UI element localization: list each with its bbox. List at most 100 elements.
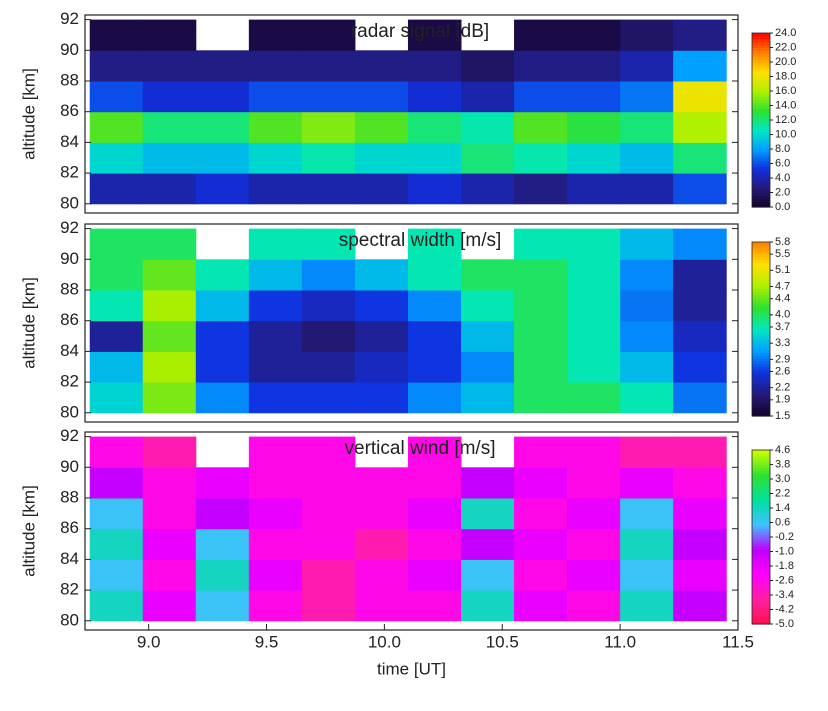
colorbar-step	[752, 146, 770, 150]
colorbar-step	[752, 592, 770, 596]
heat-cell	[89, 81, 144, 113]
colorbar-step	[752, 38, 770, 43]
heat-cell	[407, 19, 462, 51]
colorbar-step	[752, 331, 770, 336]
heat-cell	[673, 320, 727, 352]
heat-cell	[248, 290, 303, 322]
colorbar-step	[752, 117, 770, 121]
colorbar-step	[752, 516, 770, 521]
colorbar-step	[752, 493, 770, 497]
colorbar-step	[752, 326, 770, 330]
heat-cell	[673, 590, 727, 622]
heat-cell	[89, 436, 144, 468]
colorbar-label: 4.0	[775, 172, 790, 184]
heat-cell	[567, 436, 621, 468]
y-tick-label: 80	[60, 193, 79, 212]
colorbar-label: 20.0	[775, 56, 796, 68]
colorbar-step	[752, 56, 770, 60]
heat-cell	[89, 351, 144, 383]
heat-cell	[620, 259, 674, 291]
colorbar-step	[752, 571, 770, 576]
colorbar-label: 4.4	[775, 293, 790, 305]
colorbar-step	[752, 490, 770, 495]
heat-cell	[301, 19, 356, 51]
heat-cell	[567, 528, 621, 560]
x-tick-label: 9.0	[137, 632, 161, 651]
heat-cell	[301, 498, 356, 530]
colorbar-step	[752, 329, 770, 333]
colorbar: 24.0 22.0 20.0 18.0 16.0 14.0 12.0 10.0 8.0 6.0 4.…	[751, 27, 796, 213]
colorbar-step	[752, 35, 770, 40]
heat-cell	[301, 436, 356, 468]
colorbar-step	[752, 401, 770, 405]
colorbar-step	[752, 568, 770, 573]
colorbar-step	[752, 108, 770, 112]
colorbar-step	[752, 183, 770, 188]
y-tick-label: 82	[60, 163, 79, 182]
colorbar-step	[752, 256, 770, 260]
heat-cell	[514, 50, 568, 82]
colorbar-step	[752, 505, 770, 509]
colorbar-label: -4.2	[775, 603, 794, 615]
colorbar-step	[752, 531, 770, 535]
colorbar-step	[752, 404, 770, 408]
y-tick-label: 82	[60, 580, 79, 599]
heat-cell	[248, 50, 303, 82]
heat-cell	[620, 142, 674, 174]
colorbar-step	[752, 271, 770, 275]
colorbar-step	[752, 288, 770, 292]
colorbar-step	[752, 192, 770, 196]
heat-cell	[461, 528, 515, 560]
heat-cell	[514, 436, 568, 468]
heat-cell	[195, 528, 250, 560]
colorbar-step	[752, 305, 770, 310]
colorbar-label: 1.4	[775, 502, 790, 514]
heat-cell	[142, 142, 197, 174]
heat-cell	[567, 50, 621, 82]
colorbar-step	[752, 198, 770, 202]
colorbar-step	[752, 53, 770, 57]
colorbar-step	[752, 340, 770, 345]
heat-cell	[142, 528, 197, 560]
y-tick-label: 90	[60, 249, 79, 268]
colorbar-label: 3.3	[775, 337, 790, 349]
colorbar-step	[752, 180, 770, 185]
colorbar-step	[752, 62, 770, 66]
heat-cell	[301, 228, 356, 260]
heat-cell	[301, 142, 356, 174]
colorbar-step	[752, 580, 770, 584]
colorbar-step	[752, 137, 770, 141]
colorbar-step	[752, 102, 770, 107]
heat-cell	[142, 351, 197, 383]
colorbar-step	[752, 134, 770, 138]
colorbar-step	[752, 262, 770, 266]
heat-cell	[354, 382, 409, 414]
colorbar-label: 1.5	[775, 410, 790, 422]
colorbar-step	[752, 96, 770, 101]
colorbar-step	[752, 302, 770, 307]
colorbar-step	[752, 352, 770, 356]
heat-cell	[89, 528, 144, 560]
heat-cell	[89, 290, 144, 322]
heat-cell	[514, 498, 568, 530]
colorbar-step	[752, 369, 770, 374]
y-tick-label: 88	[60, 70, 79, 89]
y-tick-label: 92	[60, 218, 79, 237]
heat-cell	[567, 498, 621, 530]
colorbar-step	[752, 381, 770, 385]
heat-cell	[620, 436, 674, 468]
colorbar-step	[752, 407, 770, 411]
heat-cell	[354, 259, 409, 291]
heat-cell	[142, 498, 197, 530]
heat-cell	[407, 50, 462, 82]
colorbar-label: 24.0	[775, 27, 796, 39]
heat-cell	[673, 528, 727, 560]
y-tick-label: 80	[60, 610, 79, 629]
heat-cell	[89, 142, 144, 174]
heat-cell	[195, 290, 250, 322]
heat-cell	[514, 528, 568, 560]
heat-cell	[620, 111, 674, 143]
colorbar-step	[752, 467, 770, 471]
heat-cell	[620, 320, 674, 352]
heat-cell	[248, 528, 303, 560]
